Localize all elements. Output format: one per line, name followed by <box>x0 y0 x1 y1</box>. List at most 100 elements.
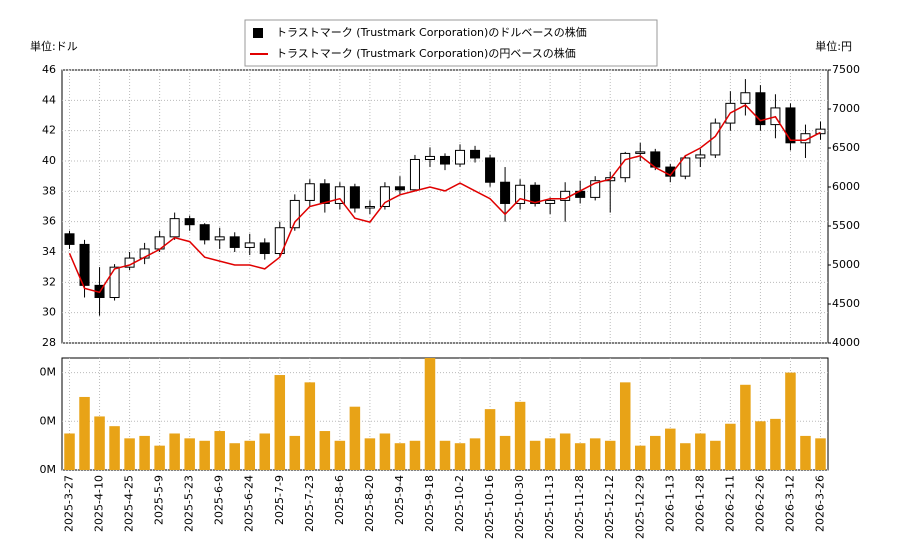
x-tick-label: 2025-8-6 <box>333 475 346 525</box>
volume-bar <box>139 435 150 470</box>
x-tick-label: 2025-12-29 <box>633 475 646 539</box>
candle-body <box>470 149 481 159</box>
volume-bar <box>199 440 210 470</box>
volume-bar <box>274 375 286 470</box>
volume-bar <box>424 358 436 470</box>
legend-label: トラストマーク (Trustmark Corporation)の円ベースの株価 <box>276 46 576 60</box>
x-tick-label: 2026-1-28 <box>693 475 706 532</box>
volume-bar <box>409 440 421 470</box>
x-tick-label: 2026-3-12 <box>783 475 796 532</box>
y2-tick-label: 6000 <box>832 180 860 193</box>
candle-body <box>424 155 435 160</box>
volume-bar <box>589 438 601 470</box>
candle-body <box>79 243 90 286</box>
volume-bar <box>499 435 511 470</box>
volume-bar <box>695 433 706 470</box>
volume-bar <box>319 431 331 470</box>
volume-bar <box>469 438 481 470</box>
volume-bar <box>514 401 526 470</box>
volume-bar <box>725 423 736 470</box>
volume-bar <box>770 418 781 470</box>
x-tick-label: 2025-10-30 <box>513 475 526 539</box>
candle-body <box>229 236 240 248</box>
volume-bar <box>184 438 195 470</box>
y-tick-label: 36 <box>42 215 56 228</box>
candle-body <box>665 166 676 177</box>
candle-body <box>620 152 631 179</box>
candle-body <box>214 236 225 241</box>
x-tick-label: 2025-6-9 <box>213 475 226 525</box>
x-tick-label: 2025-4-10 <box>93 475 106 532</box>
volume-bar <box>109 426 120 470</box>
y2-tick-label: 7500 <box>832 63 860 76</box>
x-tick-label: 2025-8-20 <box>363 475 376 532</box>
y2-tick-label: 5500 <box>832 219 860 232</box>
volume-bar <box>334 440 346 470</box>
candle-body <box>349 186 360 209</box>
candle-body <box>379 186 390 208</box>
candle-body <box>515 184 526 204</box>
x-tick-label: 2026-2-26 <box>753 475 766 532</box>
candle-body <box>590 180 601 198</box>
y-tick-label: 40 <box>42 154 56 167</box>
candle-body <box>319 183 330 204</box>
legend-swatch <box>253 28 263 38</box>
y-tick-label: 32 <box>42 275 56 288</box>
volume-bar <box>559 433 571 470</box>
volume-bar <box>94 416 105 470</box>
volume-bar <box>379 433 391 470</box>
price-panel <box>61 69 829 344</box>
x-tick-label: 2025-9-4 <box>393 475 406 525</box>
x-tick-label: 2026-1-13 <box>663 475 676 532</box>
candle-body <box>304 183 315 201</box>
candle-body <box>169 218 180 238</box>
volume-bar <box>484 409 496 470</box>
y-tick-label: 0M <box>40 366 57 379</box>
volume-bar <box>394 443 406 470</box>
y-tick-label: 0M <box>40 463 57 476</box>
volume-bar <box>364 438 376 470</box>
volume-bar <box>124 438 135 470</box>
volume-bar <box>349 406 361 470</box>
volume-bar <box>154 445 165 470</box>
y-tick-label: 34 <box>42 245 56 258</box>
volume-bar <box>740 384 751 470</box>
volume-bar <box>634 445 646 470</box>
candle-body <box>680 157 691 177</box>
candle-body <box>259 242 270 255</box>
volume-bar <box>259 433 271 470</box>
volume-bar <box>710 440 721 470</box>
volume-bar <box>454 443 466 470</box>
volume-bar <box>680 443 691 470</box>
candle-body <box>244 242 255 248</box>
candle-body <box>64 233 75 245</box>
x-tick-label: 2025-12-12 <box>603 475 616 539</box>
volume-bar <box>619 382 631 470</box>
x-tick-label: 2025-11-28 <box>573 475 586 539</box>
candle-body <box>439 155 451 165</box>
volume-bar <box>289 435 301 470</box>
y2-unit-label: 単位:円 <box>815 39 852 53</box>
volume-bar <box>304 382 316 470</box>
y-tick-label: 38 <box>42 184 56 197</box>
volume-bar <box>574 443 586 470</box>
volume-bar <box>79 396 90 470</box>
y2-tick-label: 4500 <box>832 297 860 310</box>
x-tick-label: 2025-5-9 <box>153 475 166 525</box>
volume-bar <box>544 438 556 470</box>
y-unit-label: 単位:ドル <box>30 39 78 53</box>
x-tick-label: 2025-11-13 <box>543 475 556 539</box>
candle-body <box>785 107 796 144</box>
candle-body <box>740 92 751 104</box>
legend-label: トラストマーク (Trustmark Corporation)のドルベースの株価 <box>276 25 587 39</box>
y-tick-label: 28 <box>42 336 56 349</box>
candle-body <box>274 227 285 255</box>
y-tick-label: 30 <box>42 306 56 319</box>
volume-bar <box>229 443 240 470</box>
candle-body <box>755 92 766 126</box>
candle-body <box>485 157 496 183</box>
volume-bar <box>665 428 676 470</box>
volume-bar <box>785 372 796 470</box>
candle-body <box>334 186 345 204</box>
